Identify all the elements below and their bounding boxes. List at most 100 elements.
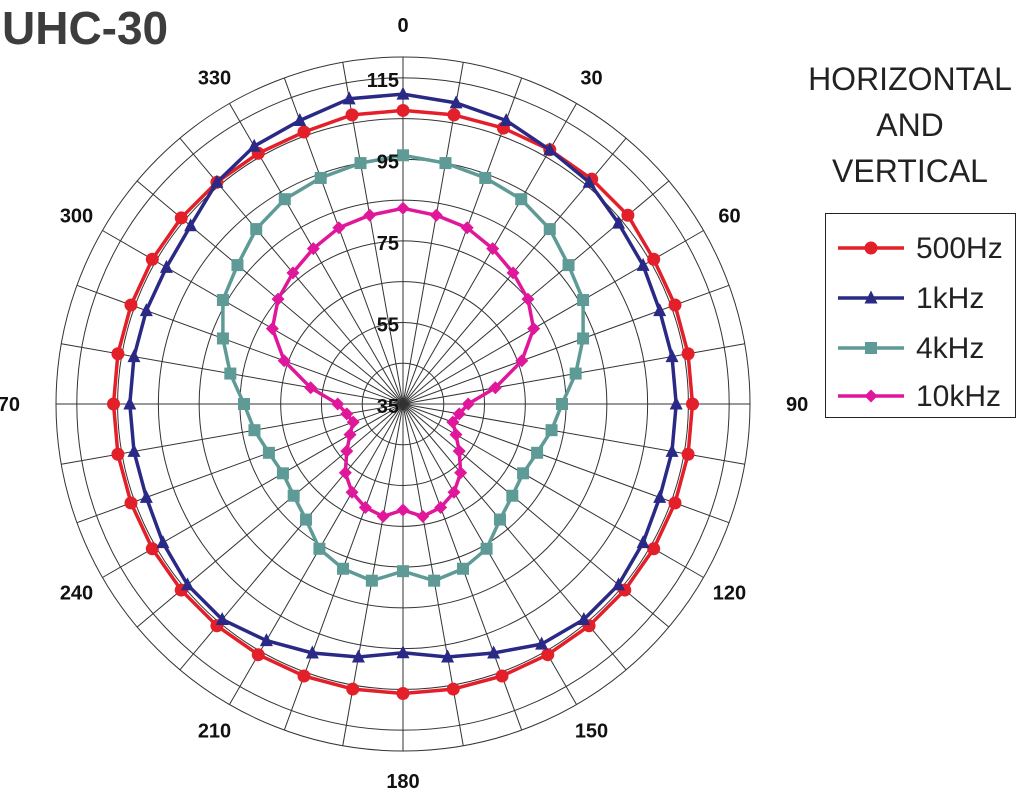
data-point-10khz <box>376 509 390 523</box>
angle-tick-label: 90 <box>786 394 808 416</box>
data-point-500hz <box>446 682 460 696</box>
data-point-1khz <box>293 112 307 126</box>
legend-item-500hz: 500Hz <box>836 228 1016 268</box>
data-point-1khz <box>396 645 410 659</box>
data-point-4khz <box>231 259 244 272</box>
data-point-1khz <box>612 577 626 591</box>
data-point-4khz <box>428 574 441 587</box>
data-point-500hz <box>495 669 509 683</box>
data-point-1khz <box>396 86 410 100</box>
data-point-4khz <box>515 193 528 206</box>
data-point-10khz <box>447 485 461 499</box>
legend-item-1khz: 1kHz <box>836 278 1016 318</box>
data-point-1khz <box>636 535 650 549</box>
data-point-10khz <box>486 242 500 256</box>
series-10khz <box>265 201 541 523</box>
data-point-500hz <box>297 669 311 683</box>
data-point-4khz <box>517 467 530 480</box>
data-point-4khz <box>287 489 300 502</box>
data-point-10khz <box>446 415 460 429</box>
data-point-10khz <box>506 266 520 280</box>
data-point-4khz <box>556 398 569 410</box>
data-point-10khz <box>452 407 466 421</box>
data-point-1khz <box>636 257 650 271</box>
data-point-1khz <box>180 577 194 591</box>
data-point-10khz <box>521 292 535 306</box>
angle-tick-label: 330 <box>198 68 231 90</box>
legend-label-500hz: 500Hz <box>916 232 1003 265</box>
legend-swatch-4khz <box>838 342 904 354</box>
data-point-4khz <box>569 367 582 380</box>
legend-label-10khz: 10kHz <box>916 380 1002 413</box>
radial-tick-label: 55 <box>377 314 399 336</box>
data-point-1khz <box>487 645 501 659</box>
data-point-4khz <box>479 171 492 184</box>
series-4khz <box>216 149 590 587</box>
radial-tick-label: 115 <box>367 70 399 92</box>
data-point-4khz <box>216 294 229 307</box>
data-point-500hz <box>174 211 188 225</box>
radial-tick-label: 35 <box>377 396 399 418</box>
angle-tick-label: 60 <box>718 206 740 228</box>
data-point-10khz <box>461 397 475 411</box>
data-point-1khz <box>577 612 591 626</box>
angle-tick-label: 270 <box>0 394 20 416</box>
data-point-500hz <box>111 347 125 361</box>
data-point-1khz <box>305 645 319 659</box>
data-point-1khz <box>123 396 137 410</box>
data-point-1khz <box>156 535 170 549</box>
data-point-500hz <box>396 686 410 700</box>
data-point-10khz <box>340 444 354 458</box>
data-point-10khz <box>343 428 357 442</box>
data-point-10khz <box>434 500 448 514</box>
data-point-4khz <box>276 467 289 480</box>
data-point-10khz <box>358 500 372 514</box>
data-point-1khz <box>215 612 229 626</box>
data-point-1khz <box>665 349 679 363</box>
radial-tick-label: 95 <box>377 151 399 173</box>
data-point-10khz <box>429 208 443 222</box>
data-point-10khz <box>340 407 354 421</box>
data-point-1khz <box>653 303 667 317</box>
data-point-1khz <box>669 396 683 410</box>
data-point-4khz <box>300 513 313 526</box>
data-point-1khz <box>351 649 365 663</box>
data-point-1khz <box>535 636 549 650</box>
data-point-4khz <box>337 562 350 575</box>
data-point-4khz <box>278 193 291 206</box>
data-point-4khz <box>493 513 506 526</box>
data-point-1khz <box>247 138 261 152</box>
data-point-10khz <box>363 208 377 222</box>
data-point-4khz <box>545 424 558 437</box>
data-point-4khz <box>543 223 556 236</box>
data-point-10khz <box>265 322 279 336</box>
axis-labels: 0 30 60 90 120 150 180 210 240 270 300 330 35 55 75 95 1… <box>0 15 808 793</box>
angle-tick-label: 120 <box>713 583 746 605</box>
data-point-500hz <box>396 103 410 117</box>
caption-line-3: VERTICAL <box>832 153 988 189</box>
data-point-500hz <box>145 542 159 556</box>
data-point-1khz <box>159 259 173 273</box>
data-point-4khz <box>480 542 493 555</box>
data-point-500hz <box>251 648 265 662</box>
data-point-1khz <box>653 489 667 503</box>
data-point-4khz <box>562 259 575 272</box>
data-point-1khz <box>139 303 153 317</box>
data-point-500hz <box>621 208 635 222</box>
data-point-10khz <box>304 381 318 395</box>
data-point-10khz <box>452 444 466 458</box>
data-point-10khz <box>416 509 430 523</box>
data-point-500hz <box>346 682 360 696</box>
legend-marker <box>865 342 877 354</box>
data-point-10khz <box>460 221 474 235</box>
data-point-1khz <box>139 489 153 503</box>
data-point-1khz <box>259 633 273 647</box>
angle-tick-label: 210 <box>198 720 231 742</box>
data-point-10khz <box>271 292 285 306</box>
data-point-10khz <box>332 221 346 235</box>
data-point-1khz <box>499 112 513 126</box>
data-point-4khz <box>237 398 250 410</box>
data-point-1khz <box>612 215 626 229</box>
data-point-10khz <box>338 466 352 480</box>
